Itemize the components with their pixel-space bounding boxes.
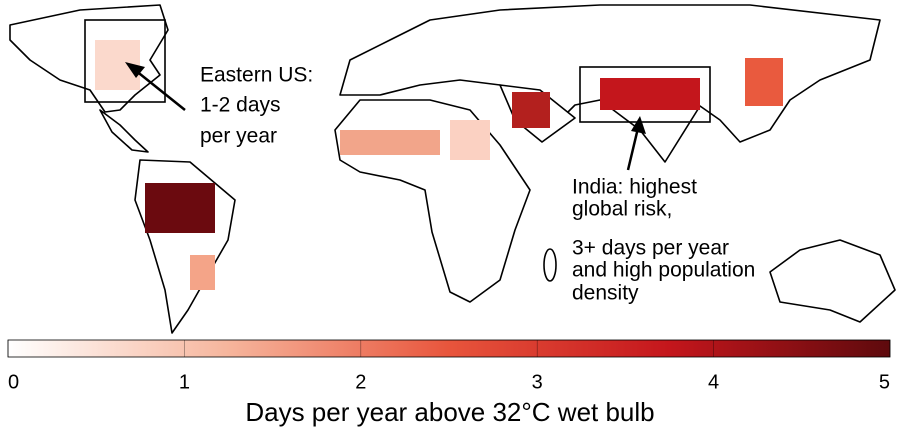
annotation-line: and high population	[572, 259, 755, 282]
india-box	[579, 66, 711, 123]
annotation-line: 3+ days per year	[572, 237, 729, 260]
colorbar	[7, 339, 891, 358]
heat-cell	[600, 78, 700, 110]
tick-label: 5	[879, 371, 890, 393]
heat-cell	[145, 183, 215, 233]
heat-cell	[340, 130, 440, 155]
annotation-line: Eastern US:	[200, 64, 313, 87]
annotation-line: India: highest	[572, 176, 697, 199]
tick-label: 1	[179, 371, 190, 393]
annotation-line: 1-2 days	[200, 94, 281, 117]
arrowhead	[125, 62, 145, 78]
heat-cell	[450, 120, 490, 160]
arrow	[134, 69, 186, 111]
heat-cell	[512, 92, 550, 128]
tick-label: 2	[355, 371, 366, 393]
north-america	[9, 4, 169, 113]
heat-cell	[190, 255, 215, 290]
australia	[769, 239, 896, 323]
arrowhead	[631, 116, 646, 134]
central-america	[99, 109, 149, 153]
tick-label: 3	[532, 371, 543, 393]
tick-label: 4	[708, 371, 719, 393]
arrow	[626, 127, 640, 171]
land	[9, 4, 896, 334]
annotation-line: per year	[200, 125, 277, 148]
madagascar	[543, 248, 557, 282]
eastern-us-box	[84, 19, 166, 103]
heat-cell	[745, 58, 783, 106]
annotation-line: global risk,	[572, 198, 672, 221]
annotation-line: density	[572, 282, 639, 305]
colorbar-label: Days per year above 32°C wet bulb	[245, 397, 654, 427]
tick-label: 0	[8, 371, 19, 393]
